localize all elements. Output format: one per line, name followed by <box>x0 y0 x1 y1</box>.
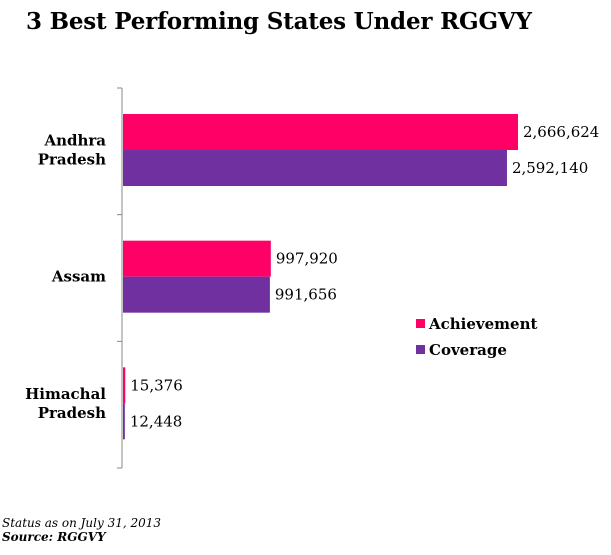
category-label: Pradesh <box>38 404 106 422</box>
data-label-achievement: 15,376 <box>130 376 183 394</box>
footnote: Status as on July 31, 2013 Source: RGGVY <box>2 516 161 544</box>
bar-coverage <box>123 150 507 186</box>
bar-achievement <box>123 240 271 277</box>
data-label-achievement: 2,666,624 <box>523 123 599 141</box>
source-note: Source: RGGVY <box>2 530 106 544</box>
legend-swatch-achievement <box>416 319 425 328</box>
legend-label-coverage: Coverage <box>429 341 507 359</box>
data-label-coverage: 2,592,140 <box>512 159 588 177</box>
bar-coverage <box>123 276 270 313</box>
status-note: Status as on July 31, 2013 <box>2 516 162 530</box>
bar-coverage <box>123 403 125 440</box>
legend-label-achievement: Achievement <box>428 315 537 333</box>
data-label-achievement: 997,920 <box>276 250 338 268</box>
chart-title: 3 Best Performing States Under RGGVY <box>26 8 532 35</box>
data-label-coverage: 991,656 <box>275 286 337 304</box>
legend-swatch-coverage <box>416 345 425 354</box>
category-label: Assam <box>51 268 106 286</box>
bar-achievement <box>123 367 126 404</box>
category-label: Pradesh <box>38 151 106 169</box>
bar-achievement <box>123 114 518 150</box>
category-label: Andhra <box>43 132 106 150</box>
data-label-coverage: 12,448 <box>130 412 183 430</box>
category-label: Himachal <box>25 385 106 403</box>
